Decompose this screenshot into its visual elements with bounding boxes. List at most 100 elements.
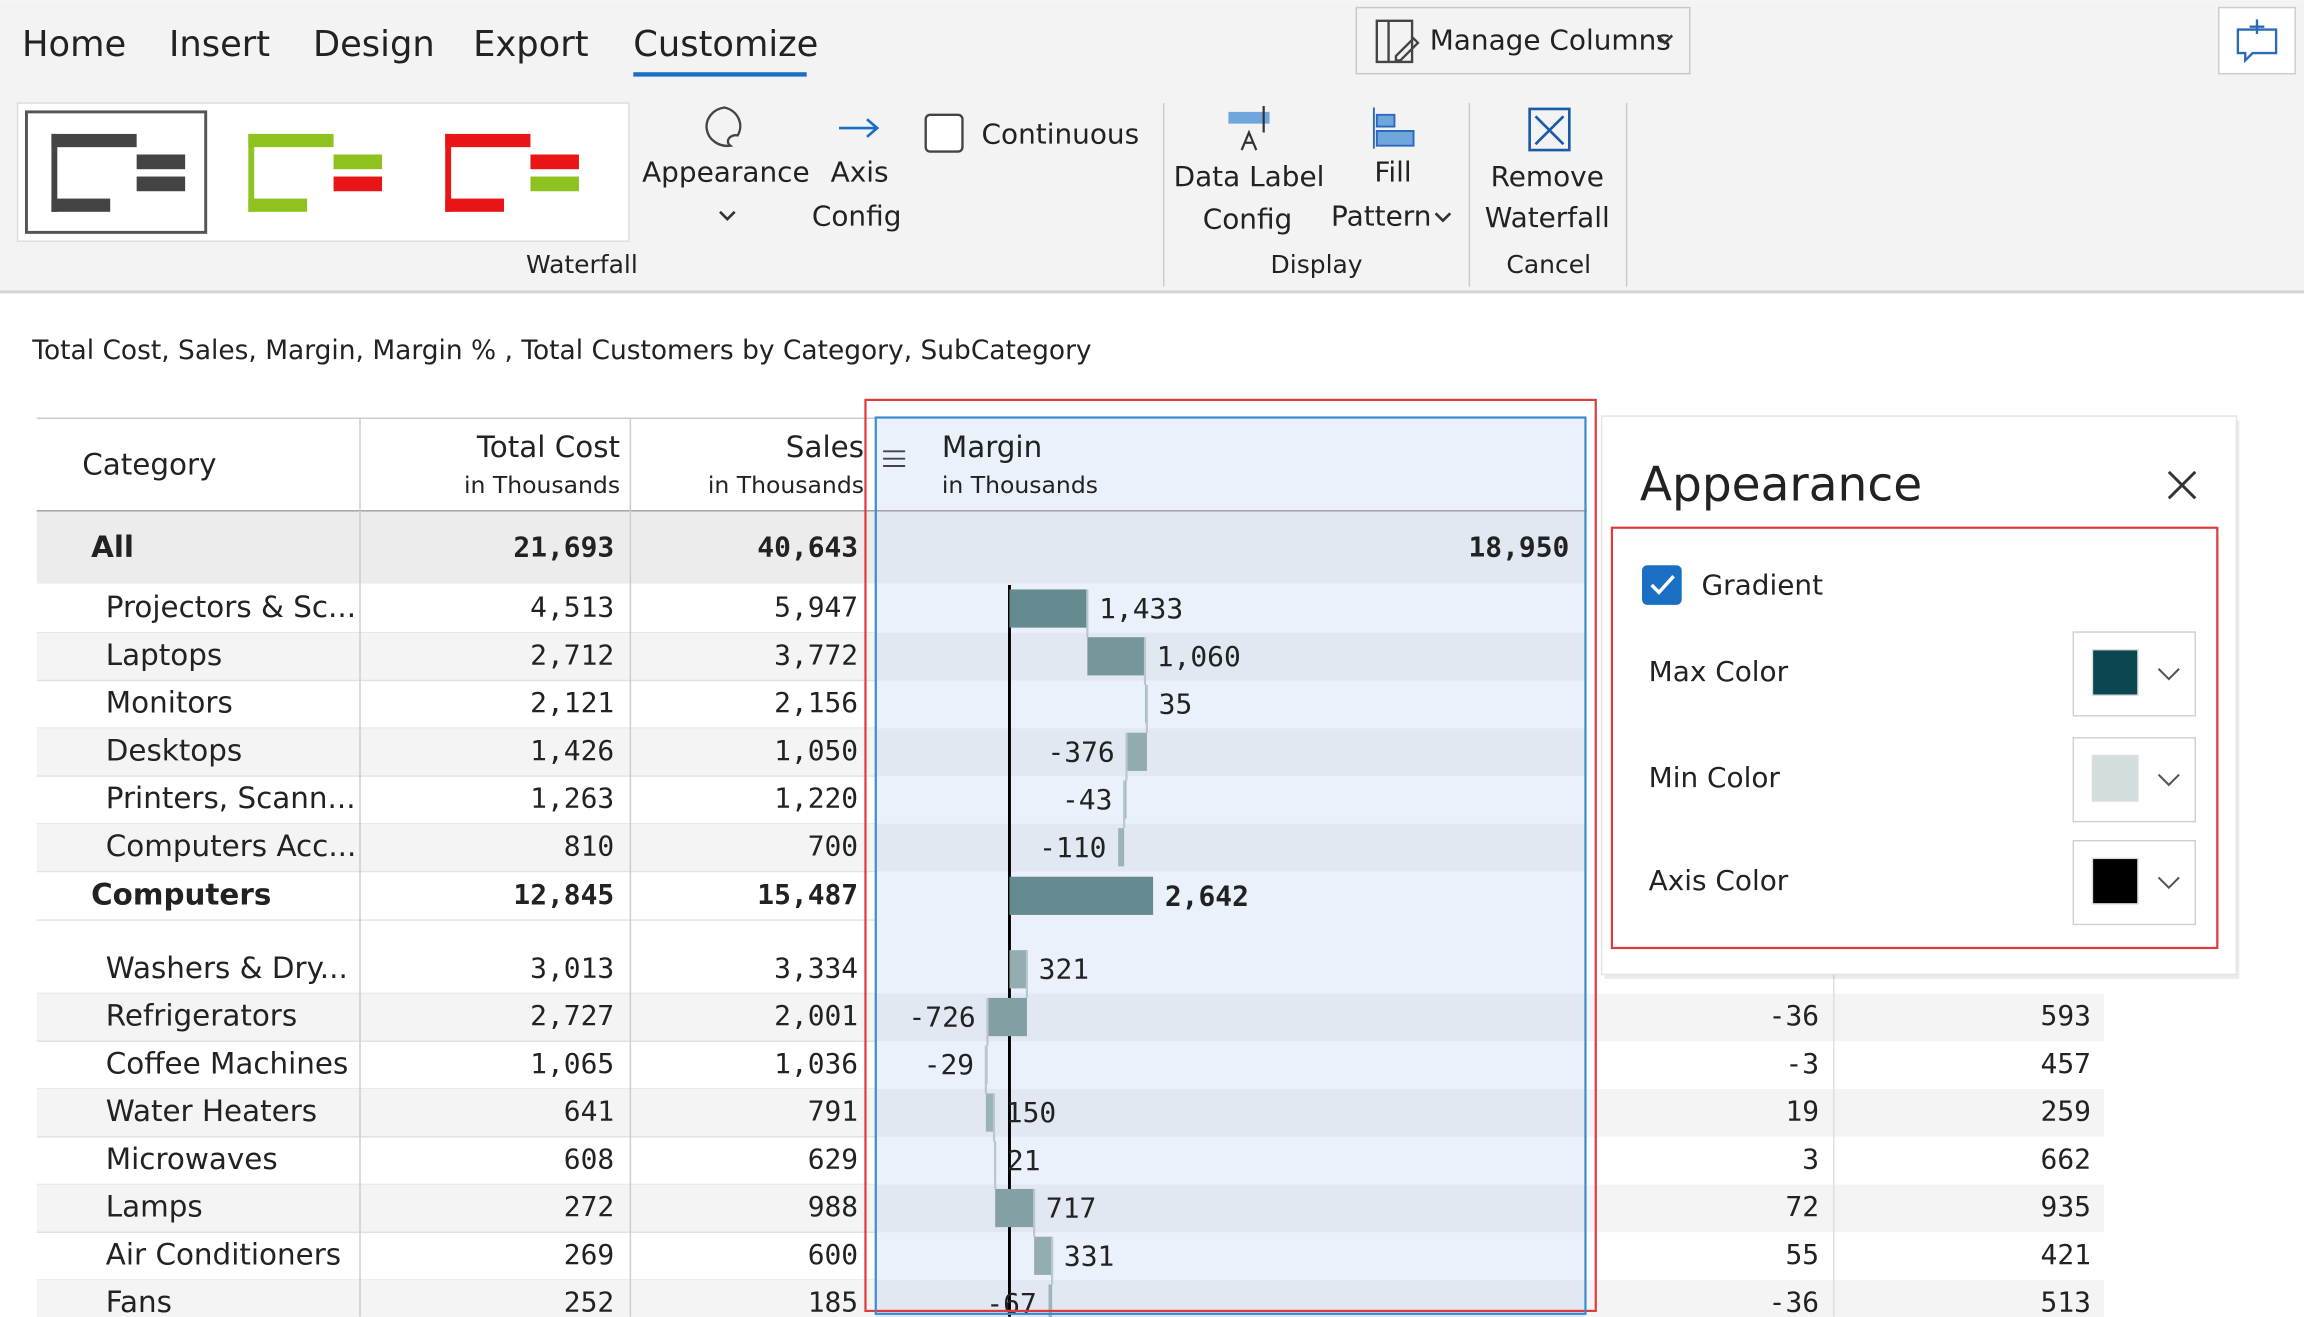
style-icon-bar (248, 199, 307, 212)
ribbon-tab[interactable]: Customize (633, 24, 818, 65)
row-label: Printers, Scann... (106, 781, 356, 815)
cell: -36 (1769, 999, 1819, 1032)
color-swatch (2092, 755, 2138, 801)
cell: 935 (2041, 1190, 2091, 1223)
active-tab-underline (633, 72, 806, 76)
remove-waterfall-button: Waterfall (1485, 201, 1610, 234)
column-header: Sales (786, 430, 864, 464)
data-label: -110 (1039, 831, 1106, 864)
column-header-unit: in Thousands (464, 471, 620, 499)
data-label: 1,060 (1157, 640, 1241, 673)
color-label: Max Color (1649, 655, 1789, 688)
cell: 21,693 (513, 530, 614, 563)
cell: 72 (1785, 1190, 1819, 1223)
data-label: 2,642 (1165, 879, 1249, 912)
cell: 593 (2041, 999, 2091, 1032)
cell: 700 (808, 829, 858, 862)
cell: 5,947 (774, 591, 858, 624)
appearance-button: Appearance (642, 156, 810, 189)
style-icon-bar (530, 155, 578, 170)
cell: 641 (564, 1095, 614, 1128)
data-label-config-button: Data Label (1174, 160, 1325, 193)
group-label: Display (1271, 250, 1363, 279)
column-header-unit: in Thousands (708, 471, 864, 499)
gradient-checkbox[interactable] (1643, 566, 1681, 604)
data-label-config-button: Config (1203, 203, 1293, 236)
data-label: -29 (924, 1048, 974, 1081)
cell: 513 (2041, 1286, 2091, 1317)
data-label: -43 (1062, 783, 1112, 816)
ribbon-tab[interactable]: Insert (169, 24, 270, 65)
group-label: Waterfall (526, 250, 638, 279)
style-icon-bar (334, 155, 382, 170)
row-label: Water Heaters (106, 1094, 317, 1128)
ribbon-tab[interactable]: Home (22, 24, 126, 65)
cell: 1,050 (774, 734, 858, 767)
cell: 1,036 (774, 1047, 858, 1080)
margin-row-bg (876, 681, 1586, 729)
comment-button[interactable] (2219, 8, 2295, 74)
cell: 810 (564, 829, 614, 862)
cell: 988 (808, 1190, 858, 1223)
cell: 259 (2041, 1095, 2091, 1128)
waterfall-bar (1009, 877, 1153, 915)
axis-config-button: Config (812, 200, 902, 233)
margin-row-bg (876, 728, 1586, 776)
cell: 791 (808, 1095, 858, 1128)
cell: 19 (1785, 1095, 1819, 1128)
continuous-checkbox[interactable] (926, 115, 963, 152)
style-icon-bar (51, 134, 136, 147)
data-label: -67 (986, 1287, 1036, 1317)
ribbon-tab[interactable]: Design (313, 24, 435, 65)
column-header: Category (82, 448, 216, 482)
data-label: -726 (908, 1000, 975, 1033)
row-label: Laptops (106, 638, 222, 672)
color-label: Min Color (1649, 761, 1781, 794)
row-label: Refrigerators (106, 999, 297, 1033)
cell: 3,013 (530, 951, 614, 984)
cell: 629 (808, 1142, 858, 1175)
cell: 1,220 (774, 782, 858, 815)
cell: -3 (1785, 1047, 1819, 1080)
row-label: Projectors & Sc... (106, 590, 356, 624)
cell: 1,065 (530, 1047, 614, 1080)
cell: 2,001 (774, 999, 858, 1032)
style-icon-bar (445, 199, 504, 212)
fill-pattern-button: Fill (1374, 156, 1411, 189)
cell: 2,727 (530, 999, 614, 1032)
data-label: 1,433 (1099, 592, 1183, 625)
row-label: Air Conditioners (106, 1237, 341, 1271)
waterfall-bar (1034, 1237, 1052, 1275)
row-label: Coffee Machines (106, 1046, 348, 1080)
cell: 2,712 (530, 638, 614, 671)
row-label: Computers Acc... (106, 829, 357, 863)
row-label: Monitors (106, 686, 233, 720)
style-icon-bar (137, 177, 185, 192)
cell: 4,513 (530, 591, 614, 624)
data-label: 717 (1046, 1192, 1096, 1225)
ribbon-tab[interactable]: Export (473, 24, 588, 65)
cell: 1,426 (530, 734, 614, 767)
cell: 3,334 (774, 951, 858, 984)
total-row-bg (37, 512, 876, 584)
cell: 3 (1802, 1142, 1819, 1175)
cell: 3,772 (774, 638, 858, 671)
row-label: Desktops (106, 733, 242, 767)
margin-row-bg (876, 994, 1586, 1042)
margin-row-bg (876, 946, 1586, 994)
style-icon-bar (445, 134, 530, 147)
waterfall-bar (986, 1093, 994, 1131)
axis-config-button: Axis (831, 156, 889, 189)
column-header-unit: in Thousands (942, 471, 1098, 499)
row-label: All (91, 530, 134, 564)
color-label: Axis Color (1649, 864, 1789, 897)
style-icon-axis (445, 134, 451, 212)
waterfall-bar (1049, 1284, 1053, 1317)
color-swatch (2092, 650, 2138, 696)
cell: 600 (808, 1238, 858, 1271)
margin-row-bg (876, 1041, 1586, 1089)
manage-columns-label: Manage Columns (1430, 23, 1671, 56)
extra-row-bg (1587, 1137, 2104, 1185)
